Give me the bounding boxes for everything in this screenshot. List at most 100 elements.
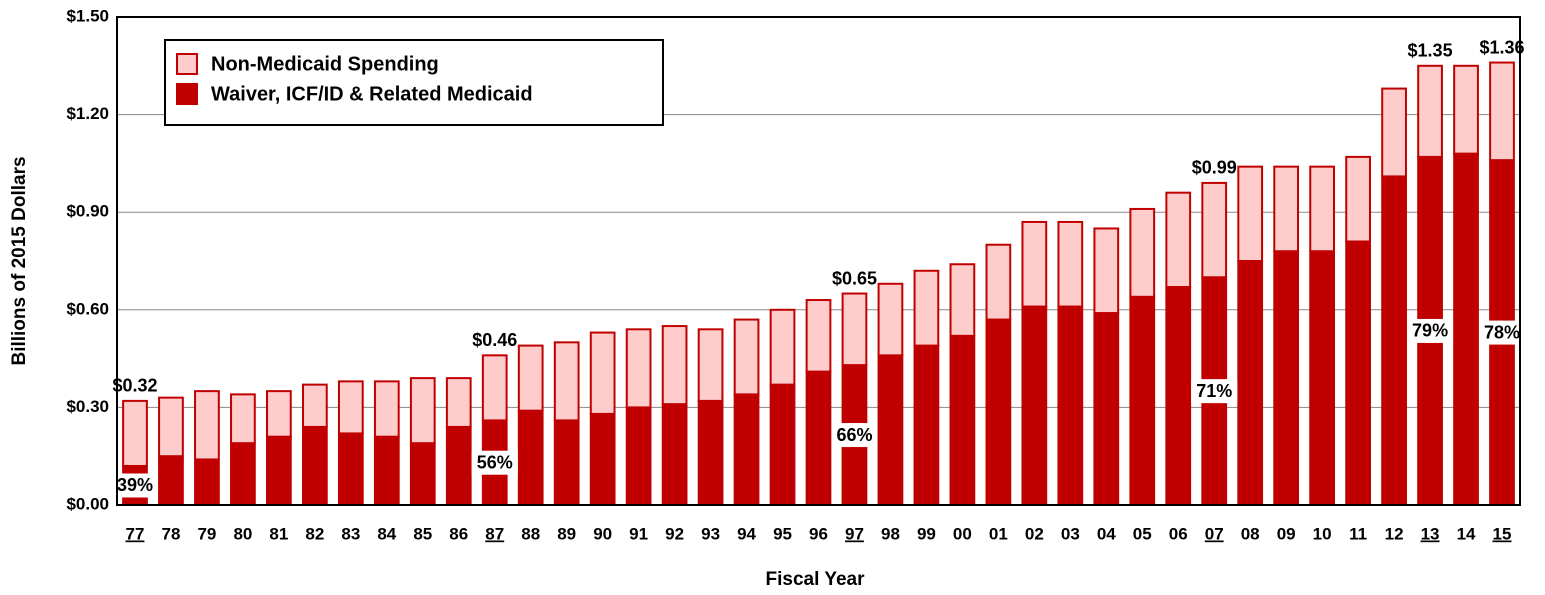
- bar-segment: [625, 406, 652, 506]
- bar-segment: [158, 396, 184, 458]
- bar-segment: [1417, 64, 1443, 158]
- x-tick-label: 89: [557, 524, 576, 543]
- x-tick-label: 97: [845, 524, 864, 543]
- total-label: $1.35: [1408, 41, 1453, 61]
- bar-segment: [625, 328, 652, 409]
- bar-segment: [697, 399, 724, 507]
- bar-segment: [1201, 181, 1228, 279]
- x-tick-label: 86: [449, 524, 468, 543]
- bar-segment: [1021, 220, 1048, 308]
- bar-segment: [337, 380, 364, 435]
- total-label: $0.32: [112, 376, 157, 396]
- x-tick-label: 15: [1493, 524, 1512, 543]
- bar-segment: [194, 458, 220, 507]
- x-tick-label: 07: [1205, 524, 1224, 543]
- bar-segment: [913, 269, 940, 347]
- share-label: 39%: [117, 475, 153, 495]
- bar-segment: [1345, 240, 1371, 506]
- bar-segment: [1165, 286, 1192, 506]
- bar-segment: [266, 390, 292, 438]
- share-label: 56%: [477, 452, 513, 472]
- x-tick-label: 01: [989, 524, 1008, 543]
- bar-segment: [409, 377, 436, 445]
- share-label-box: [1407, 318, 1454, 343]
- x-tick-label: 77: [126, 524, 145, 543]
- bar-segment: [445, 425, 472, 507]
- bar-segment: [1453, 152, 1479, 506]
- bar-segment: [697, 328, 724, 402]
- y-tick-label: $0.60: [66, 299, 109, 318]
- bar-segment: [805, 370, 832, 507]
- x-tick-label: 84: [377, 524, 396, 543]
- bar-segment: [1057, 305, 1084, 506]
- x-tick-label: 04: [1097, 524, 1116, 543]
- x-tick-label: 95: [773, 524, 792, 543]
- bar-segment: [1129, 295, 1156, 506]
- bar-segment: [1165, 191, 1192, 289]
- bar-segment: [1093, 227, 1120, 315]
- bar-segment: [373, 380, 400, 438]
- bar-segment: [266, 435, 292, 506]
- x-tick-label: 92: [665, 524, 684, 543]
- bar-segment: [301, 383, 328, 428]
- bar-segment: [1381, 87, 1407, 178]
- bar-segment: [373, 435, 400, 506]
- bar-segment: [1057, 220, 1084, 308]
- x-tick-label: 08: [1241, 524, 1260, 543]
- y-axis-title: Billions of 2015 Dollars: [9, 156, 30, 365]
- total-label: $1.36: [1479, 37, 1524, 57]
- share-label: 78%: [1484, 322, 1520, 342]
- bar-segment: [877, 354, 904, 507]
- bar-segment: [1381, 175, 1407, 506]
- legend-swatch: [176, 83, 198, 105]
- x-tick-label: 11: [1349, 524, 1367, 543]
- bar-segment: [913, 344, 940, 506]
- bar-segment: [158, 455, 184, 507]
- legend-swatch: [176, 53, 198, 75]
- legend-box: [164, 39, 664, 126]
- share-label-box: [831, 423, 878, 448]
- bar-segment: [769, 308, 796, 386]
- bar-segment: [949, 263, 976, 337]
- bar-segment: [805, 299, 832, 373]
- x-tick-label: 14: [1457, 524, 1476, 543]
- bar-segment: [733, 318, 760, 396]
- bar-segment: [985, 243, 1012, 321]
- total-label: $0.46: [472, 330, 517, 350]
- x-tick-label: 02: [1025, 524, 1044, 543]
- bar-segment: [1129, 207, 1156, 298]
- bar-segment: [301, 425, 328, 507]
- x-tick-label: 81: [269, 524, 288, 543]
- x-tick-label: 00: [953, 524, 972, 543]
- bar-segment: [769, 383, 796, 507]
- x-tick-label: 13: [1421, 524, 1440, 543]
- x-tick-label: 79: [197, 524, 216, 543]
- x-tick-label: 98: [881, 524, 900, 543]
- share-label-box: [1191, 379, 1238, 404]
- y-tick-label: $1.50: [66, 6, 109, 25]
- bar-segment: [445, 377, 472, 428]
- total-label: $0.65: [832, 268, 877, 288]
- legend-label: Waiver, ICF/ID & Related Medicaid: [211, 83, 533, 105]
- x-tick-label: 85: [413, 524, 432, 543]
- x-tick-label: 80: [233, 524, 252, 543]
- x-tick-label: 82: [305, 524, 324, 543]
- bar-segment: [409, 442, 436, 507]
- x-tick-label: 99: [917, 524, 936, 543]
- bar-segment: [1489, 61, 1515, 162]
- bar-segment: [337, 432, 364, 506]
- bar-segment: [1273, 165, 1300, 253]
- x-tick-label: 10: [1313, 524, 1332, 543]
- bar-segment: [877, 282, 904, 357]
- bar-segment: [194, 390, 220, 461]
- x-tick-label: 09: [1277, 524, 1296, 543]
- plot-frame: [116, 16, 1521, 506]
- x-tick-label: 05: [1133, 524, 1152, 543]
- bar-segment: [661, 325, 688, 406]
- legend-label: Non-Medicaid Spending: [211, 53, 439, 75]
- bar-segment: [1309, 165, 1336, 253]
- x-tick-label: 87: [485, 524, 504, 543]
- bar-segment: [589, 412, 616, 507]
- x-tick-label: 94: [737, 524, 756, 543]
